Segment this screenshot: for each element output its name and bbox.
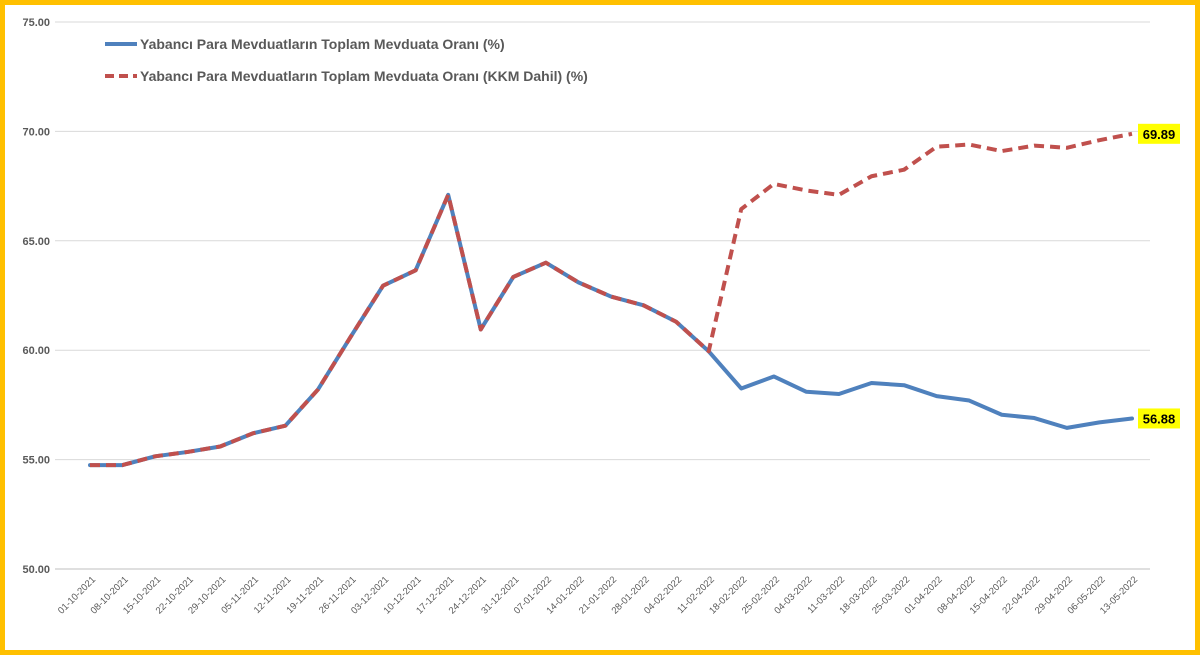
y-axis-ticks: 50.00 55.00 60.00 65.00 70.00 75.00 [22, 17, 50, 576]
gridlines [55, 21, 1150, 570]
series-lines [88, 131, 1134, 468]
legend-entry-label: Yabancı Para Mevduatların Toplam Mevduat… [140, 68, 588, 84]
y-tick-label: 60.00 [22, 345, 50, 357]
end-value-label: 56.88 [1143, 411, 1176, 426]
legend-entry-label: Yabancı Para Mevduatların Toplam Mevduat… [140, 36, 505, 52]
legend: Yabancı Para Mevduatların Toplam Mevduat… [105, 36, 588, 84]
end-label-highlight [1138, 123, 1180, 144]
end-labels: 56.88 69.89 [1138, 123, 1180, 429]
y-tick-label: 75.00 [22, 17, 50, 29]
end-label-highlight [1138, 408, 1180, 429]
series-line-dashed [90, 131, 1133, 468]
y-tick-label: 65.00 [22, 236, 50, 248]
x-axis-ticks: 01-10-202108-10-202115-10-202122-10-2021… [56, 574, 1140, 616]
y-tick-label: 50.00 [22, 564, 50, 576]
series-line-solid [88, 192, 1134, 468]
y-tick-label: 55.00 [22, 455, 50, 467]
y-tick-label: 70.00 [22, 126, 50, 138]
end-value-label: 69.89 [1143, 127, 1176, 142]
